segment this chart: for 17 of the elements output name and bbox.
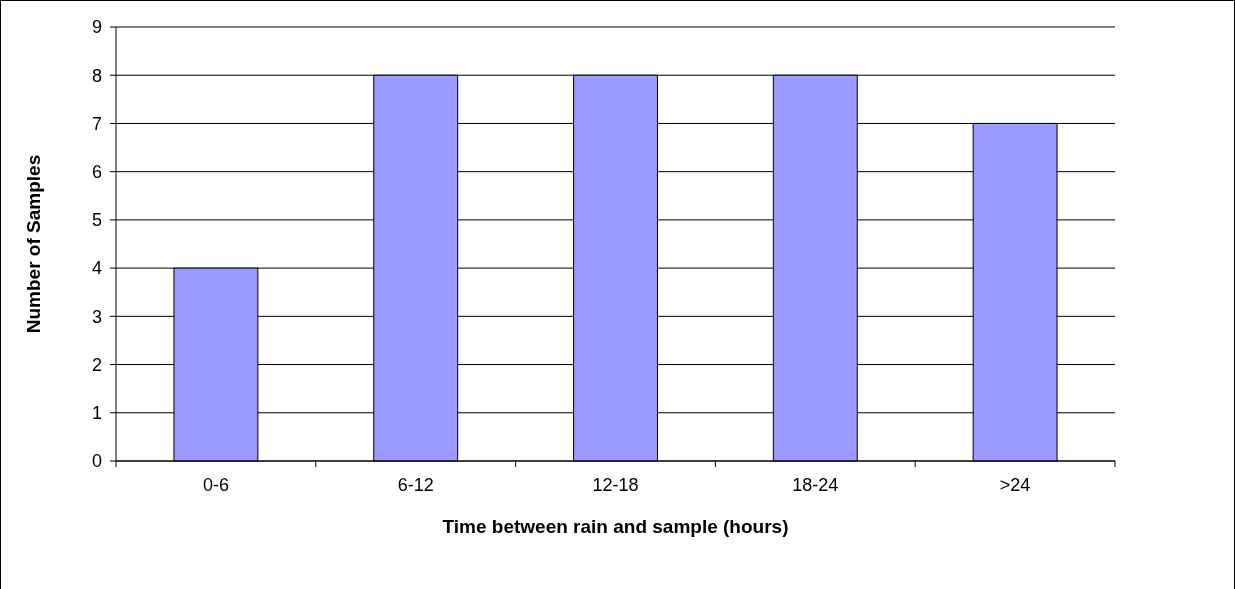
y-axis-title: Number of Samples [23, 154, 44, 334]
y-tick-label: 8 [91, 65, 102, 86]
y-tick-label: 4 [91, 258, 102, 279]
x-tick-label: 6-12 [397, 475, 434, 495]
y-tick-label: 6 [91, 161, 102, 182]
y-tick-label: 9 [91, 17, 102, 38]
x-tick-label: 18-24 [792, 475, 839, 495]
y-tick-label: 2 [91, 354, 102, 375]
x-tick-label: 0-6 [202, 475, 229, 495]
y-tick-label: 1 [91, 403, 102, 424]
y-tick-label: 0 [91, 451, 102, 472]
x-tick-label: 12-18 [592, 475, 639, 495]
y-tick-label: 7 [91, 113, 102, 134]
y-tick-label: 3 [91, 306, 102, 327]
x-tick-label: >24 [999, 475, 1031, 495]
y-tick-label: 5 [91, 210, 102, 231]
x-axis-title: Time between rain and sample (hours) [442, 516, 789, 537]
